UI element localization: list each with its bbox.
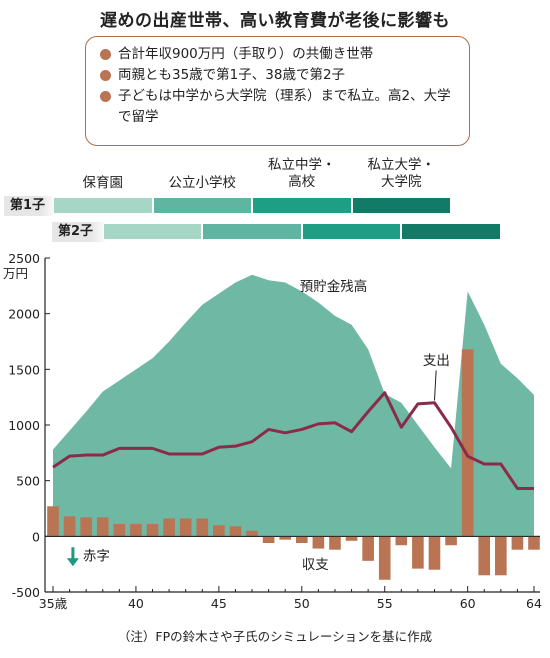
chart-title: 遅めの出産世帯、高い教育費が老後に影響も [100, 11, 450, 31]
stage-label: 保育園 [82, 175, 124, 191]
condition-education: 子どもは中学から大学院（理系）まで私立。高2、大学で留学 [100, 86, 459, 128]
stage-label: 公立小学校 [168, 175, 237, 191]
balance-bar [461, 349, 474, 537]
conditions-box: 合計年収900万円（手取り）の共働き世帯 両親とも35歳で第1子、38歳で第2子… [85, 36, 470, 146]
x-tick-label: 45 [211, 596, 227, 611]
balance-bar [130, 524, 142, 537]
balance-annotation: 収支 [302, 557, 329, 573]
stage-segment [253, 198, 351, 213]
y-tick-label: -500 [12, 585, 40, 600]
balance-bar [478, 536, 491, 576]
balance-bar [163, 518, 175, 537]
balance-bar [213, 525, 225, 537]
balance-bar [495, 536, 507, 576]
x-tick-label: 35歳 [39, 596, 68, 611]
y-tick-label: 2500 [8, 251, 40, 266]
balance-bar [378, 536, 391, 580]
balance-bar [279, 536, 292, 540]
stage-segment [203, 224, 301, 239]
balance-bar [63, 516, 76, 537]
y-tick-label: 1500 [8, 362, 40, 377]
y-tick-label: 1000 [8, 418, 40, 433]
stage-segment [402, 224, 500, 239]
expense-line [52, 391, 534, 490]
balance-bar [395, 536, 408, 546]
balance-bar [262, 536, 275, 544]
balance-bar [146, 524, 159, 537]
expense-leader-line [433, 370, 437, 401]
balance-bar [445, 536, 457, 546]
balance-bar [329, 536, 341, 550]
balance-bar [179, 518, 192, 537]
x-tick-label: 60 [460, 596, 476, 611]
child-row-label: 第2子 [52, 222, 107, 242]
condition-text: 合計年収900万円（手取り）の共働き世帯 [118, 46, 374, 62]
balance-bar [295, 536, 308, 544]
source-note: （注）FPの鈴木さや子氏のシミュレーションを基に作成 [117, 629, 433, 644]
expense-annotation: 支出 [423, 353, 450, 369]
stage-segment [352, 198, 451, 213]
savings-annotation: 預貯金残高 [300, 278, 368, 295]
balance-bars [47, 349, 540, 580]
balance-bar [113, 524, 126, 537]
balance-bar [96, 517, 109, 537]
bullet-dot-icon [100, 70, 111, 81]
balance-bar [412, 536, 424, 569]
stage-label: 私立大学・ 大学院 [367, 157, 436, 190]
stage-label: 私立中学・ 高校 [268, 157, 336, 190]
balance-bar [229, 526, 242, 537]
condition-birth: 両親とも35歳で第1子、38歳で第2子 [100, 65, 459, 86]
stage-segment [302, 224, 401, 239]
balance-bar [428, 536, 441, 570]
balance-bar [528, 536, 540, 550]
condition-income: 合計年収900万円（手取り）の共働き世帯 [100, 44, 459, 65]
savings-area [53, 274, 534, 537]
balance-bar [312, 536, 325, 549]
balance-bar [80, 517, 92, 537]
condition-text: 両親とも35歳で第1子、38歳で第2子 [118, 67, 346, 83]
bullet-dot-icon [100, 91, 111, 102]
x-tick-label: 55 [377, 596, 393, 611]
down-arrow-head-icon [66, 558, 79, 567]
y-unit-label: 万円 [3, 266, 28, 281]
balance-bar [47, 506, 59, 537]
x-tick-label: 64 [526, 596, 542, 611]
x-tick-label: 50 [294, 596, 310, 611]
balance-bar [362, 536, 374, 561]
child-row-label: 第1子 [4, 196, 57, 216]
stage-segment [54, 198, 152, 213]
y-tick-label: 0 [32, 529, 40, 544]
balance-bar [511, 536, 524, 550]
bullet-dot-icon [100, 49, 111, 60]
balance-bar [196, 518, 209, 537]
x-tick-label: 40 [128, 596, 144, 611]
stage-segment [153, 198, 252, 213]
deficit-annotation: 赤字 [83, 548, 110, 564]
balance-bar [345, 536, 358, 541]
stage-segment [103, 224, 202, 239]
balance-bar [246, 530, 258, 537]
y-tick-label: 500 [16, 474, 40, 489]
y-tick-label: 2000 [8, 307, 40, 322]
condition-text: 子どもは中学から大学院（理系）まで私立。高2、大学で留学 [118, 88, 451, 125]
